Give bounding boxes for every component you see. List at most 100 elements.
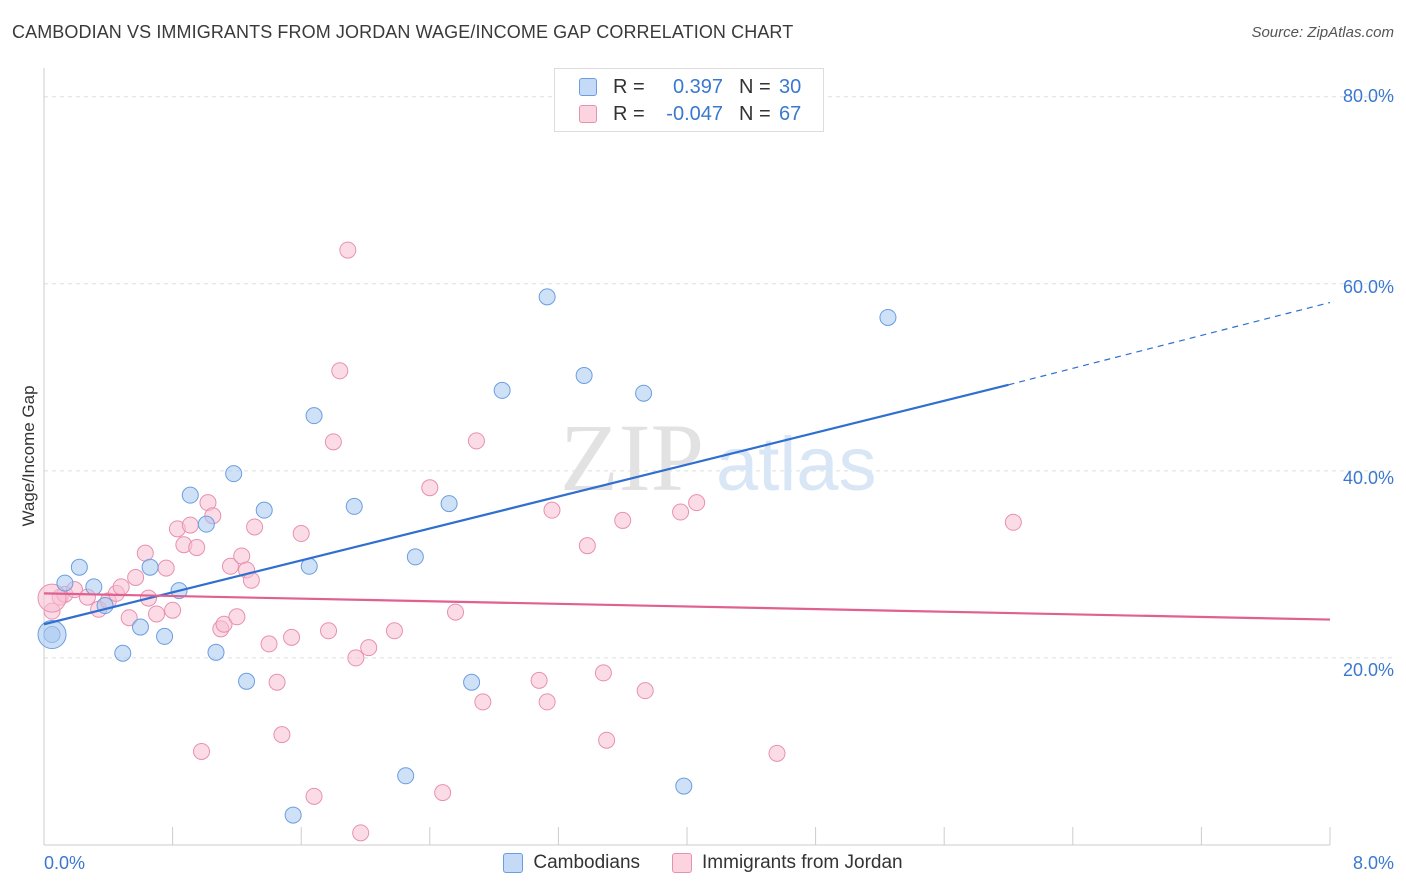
jordan-point (181, 516, 199, 534)
jordan-point (434, 784, 452, 802)
chart-source: Source: ZipAtlas.com (1251, 24, 1394, 41)
watermark: ZIP atlas (560, 404, 877, 511)
legend-n-label: N = (739, 75, 771, 98)
bottom-legend-label-jordan: Immigrants from Jordan (702, 852, 903, 873)
gridlines (44, 96, 1392, 659)
jordan-point (688, 494, 706, 512)
jordan-point (193, 742, 211, 760)
jordan-point (320, 622, 338, 640)
cambodians-point (397, 767, 415, 785)
jordan-point (292, 525, 310, 543)
jordan-point (260, 635, 278, 653)
jordan-point (221, 557, 239, 575)
jordan-point (215, 615, 233, 633)
cambodians-point (197, 515, 215, 533)
bottom-legend-swatch-jordan (672, 853, 693, 873)
jordan-point (283, 628, 301, 646)
jordan-point (352, 824, 370, 842)
cambodians-point (255, 501, 273, 519)
jordan-point (360, 639, 378, 657)
legend-r-label: R = (613, 102, 645, 125)
cambodians-point (131, 618, 149, 636)
cambodians-point (635, 384, 653, 402)
jordan-point (538, 693, 556, 711)
jordan-point (636, 682, 654, 700)
jordan-point (112, 578, 130, 596)
cambodians-point (141, 558, 159, 576)
jordan-point (594, 664, 612, 682)
jordan-point (268, 673, 286, 691)
cambodians-point (181, 486, 199, 504)
y-axis-label: Wage/Income Gap (19, 385, 38, 527)
watermark-zip: ZIP (560, 404, 704, 511)
trend-lines (43, 301, 1331, 626)
bottom-legend-cambodians[interactable]: Cambodians (503, 852, 640, 874)
chart-title: CAMBODIAN VS IMMIGRANTS FROM JORDAN WAGE… (12, 22, 794, 42)
bottom-legend-label-cambodians: Cambodians (533, 852, 641, 873)
jordan-point (188, 539, 206, 557)
cambodians-trend-line (43, 383, 1009, 626)
y-tick-20: 20.0% (1342, 660, 1394, 680)
legend-n-value: 30 (779, 75, 802, 98)
legend-row-cambodians: R = 0.397 N = 30 (579, 75, 801, 99)
jordan-point (467, 432, 485, 450)
series-cambodians-points (37, 288, 897, 824)
legend-row-jordan: R = -0.047 N = 67 (579, 102, 801, 126)
cambodians-point (440, 495, 458, 513)
jordan-point (347, 649, 365, 667)
jordan-point (273, 726, 291, 744)
jordan-point (768, 744, 786, 762)
bottom-legend-jordan[interactable]: Immigrants from Jordan (672, 852, 903, 874)
jordan-point (672, 503, 690, 521)
cambodians-point (463, 673, 481, 691)
jordan-trend-line (43, 592, 1331, 621)
cambodians-point (85, 578, 103, 596)
cambodians-point (238, 672, 256, 690)
jordan-point (120, 609, 138, 627)
cambodians-trend-extension (1008, 301, 1331, 386)
jordan-point (598, 731, 616, 749)
jordan-point (614, 511, 632, 529)
jordan-point (421, 479, 439, 497)
legend-r-value: 0.397 (672, 75, 723, 98)
legend-n-label: N = (739, 102, 771, 125)
jordan-point (543, 501, 561, 519)
legend-swatch-cambodians (579, 78, 597, 96)
x-tick-max: 8.0% (1352, 853, 1394, 873)
jordan-point (246, 518, 264, 536)
legend-r-value: -0.047 (666, 102, 723, 125)
cambodians-point (207, 643, 225, 661)
cambodians-point (156, 627, 174, 645)
jordan-point (324, 433, 342, 451)
legend-n-value: 67 (779, 102, 802, 125)
jordan-point (164, 601, 182, 619)
jordan-large-point (37, 583, 67, 613)
y-tick-60: 60.0% (1342, 277, 1394, 297)
cambodians-point (284, 806, 302, 824)
cambodians-point (879, 308, 897, 326)
x-tick-min: 0.0% (44, 853, 86, 873)
axes (43, 68, 1331, 846)
y-tick-80: 80.0% (1342, 86, 1394, 106)
jordan-point (385, 622, 403, 640)
jordan-point (339, 241, 357, 259)
cambodians-point (575, 366, 593, 384)
legend: R = 0.397 N = 30 R = -0.047 N = 67 (554, 68, 824, 132)
jordan-point (530, 671, 548, 689)
cambodians-large-point (37, 620, 67, 650)
legend-swatch-jordan (579, 105, 597, 123)
jordan-point (148, 605, 166, 623)
jordan-point (474, 693, 492, 711)
jordan-point (1004, 513, 1022, 531)
cambodians-point (406, 548, 424, 566)
cambodians-point (675, 777, 693, 795)
watermark-atlas: atlas (716, 422, 877, 507)
cambodians-point (493, 381, 511, 399)
cambodians-point (225, 465, 243, 483)
y-tick-40: 40.0% (1342, 468, 1394, 488)
cambodians-point (345, 497, 363, 515)
bottom-legend: Cambodians Immigrants from Jordan (0, 852, 1406, 874)
cambodians-point (538, 288, 556, 306)
legend-r-label: R = (613, 75, 645, 98)
